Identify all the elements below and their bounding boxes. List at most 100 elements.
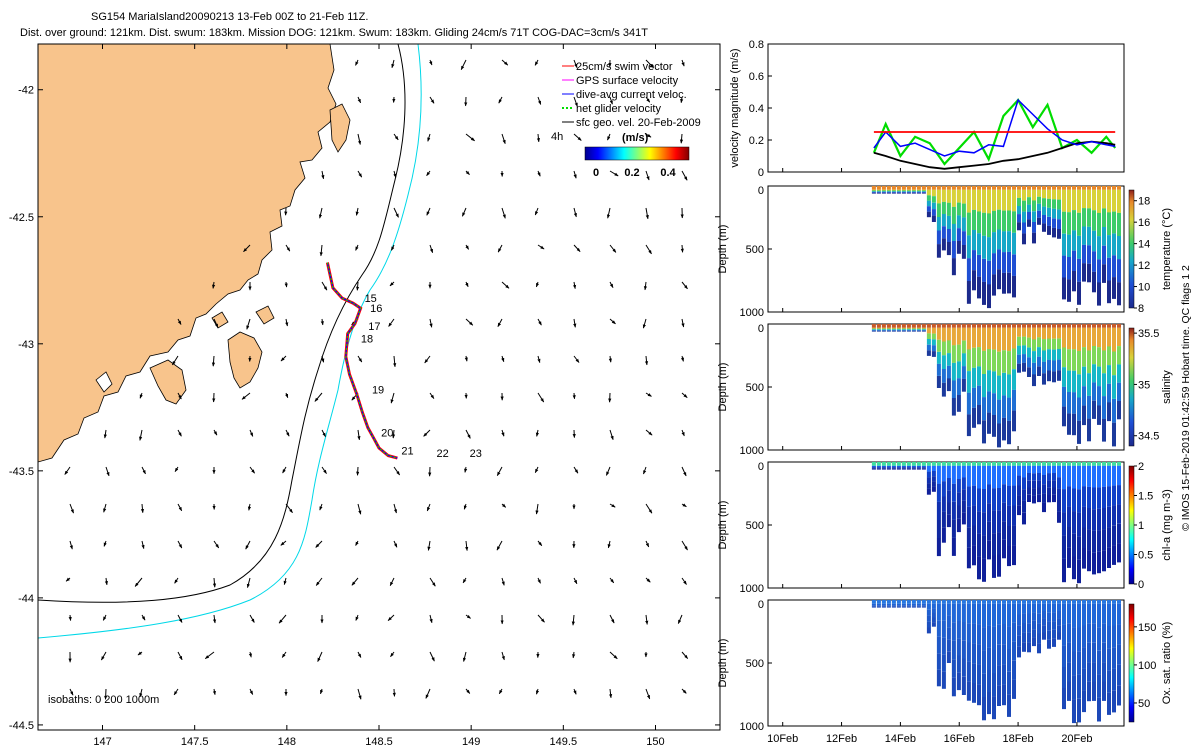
profile-cell <box>1032 189 1036 201</box>
profile-cell <box>1092 662 1096 682</box>
profile-cell <box>961 600 966 604</box>
colorbar-tick-label: 35.5 <box>1138 328 1159 340</box>
profile-cell <box>931 202 936 210</box>
profile-cell <box>1012 275 1016 298</box>
profile-cell <box>931 600 936 604</box>
profile-cell <box>911 324 916 328</box>
profile-cell <box>921 192 926 194</box>
day-marker-label: 21 <box>401 446 413 458</box>
profile-cell <box>931 196 936 203</box>
profile-cell <box>921 327 926 329</box>
profile-cell <box>1062 189 1066 212</box>
profile-cell <box>1032 200 1036 212</box>
profile-cell <box>901 324 906 328</box>
profile-cell <box>1037 217 1041 225</box>
colorbar-tick-label: 50 <box>1138 698 1150 710</box>
profile-cell <box>992 324 996 328</box>
profile-cell <box>901 606 906 608</box>
velocity-arrow <box>645 133 652 138</box>
profile-cell <box>1077 281 1081 305</box>
profile-cell <box>1052 199 1056 209</box>
profile-cell <box>886 606 891 607</box>
profile-cell <box>1042 611 1046 619</box>
profile-cell <box>987 603 991 626</box>
velocity-panel: 00.20.40.60.8 velocity magnitude (m/s) <box>729 39 1125 179</box>
velocity-arrow <box>321 355 325 363</box>
profile-cell <box>1117 401 1121 420</box>
velocity-arrow <box>501 133 506 145</box>
profile-cell <box>886 604 891 606</box>
profile-cell <box>961 203 966 218</box>
profile-cell <box>881 192 886 193</box>
profile-cell <box>881 186 886 190</box>
profile-cell <box>1037 487 1041 495</box>
profile-cell <box>911 330 916 332</box>
velocity-arrow <box>213 318 219 328</box>
profile-cell <box>972 209 976 230</box>
tasmania-land <box>38 44 337 463</box>
profile-cell <box>881 600 886 604</box>
profile-cell <box>1072 533 1076 557</box>
profile-cell <box>951 345 956 363</box>
profile-cell <box>977 644 981 665</box>
profile-cell <box>1097 259 1101 283</box>
profile-cell <box>891 191 896 193</box>
profile-cell <box>1052 638 1056 647</box>
profile-cell <box>1067 462 1071 466</box>
colorbar-tick-label: 2 <box>1138 461 1144 473</box>
profile-cell <box>977 556 981 580</box>
profile-cell <box>1012 505 1016 526</box>
profile-cell <box>941 481 946 497</box>
profile-cell <box>1017 345 1021 355</box>
map-y-axis: -42-42.5-43-43.5-44-44.5 <box>9 85 720 732</box>
profile-cell <box>982 189 986 213</box>
profile-cell <box>1092 681 1096 701</box>
profile-cell <box>1067 527 1071 548</box>
profile-cell <box>916 465 921 467</box>
profile-cell <box>921 328 926 330</box>
profile-cell <box>916 192 921 193</box>
profile-cell <box>1082 208 1086 227</box>
profile-cell <box>886 462 891 466</box>
profile-cell <box>911 606 916 607</box>
profile-cell <box>1047 327 1051 339</box>
velocity-arrow <box>249 466 256 474</box>
profile-cell <box>916 329 921 331</box>
profile-cell <box>1107 257 1111 281</box>
profile-cell <box>1097 600 1101 604</box>
profile-cell <box>921 600 926 604</box>
profile-cell <box>1037 210 1041 218</box>
profile-cell <box>1007 231 1011 252</box>
profile-cell <box>886 467 891 469</box>
profile-cell <box>911 192 916 193</box>
profile-cell <box>1102 508 1106 530</box>
profile-cell <box>931 462 936 466</box>
section-y-tick-label: 0 <box>758 599 764 611</box>
velocity-arrow <box>285 429 290 437</box>
profile-cell <box>946 324 951 328</box>
profile-cell <box>1082 600 1086 604</box>
profile-cell <box>946 353 951 366</box>
velocity-arrow <box>537 318 542 326</box>
profile-cell <box>951 241 956 259</box>
profile-cell <box>997 229 1001 250</box>
profile-cell <box>951 465 956 484</box>
profile-cell <box>1102 324 1106 328</box>
map-x-tick-label: 148 <box>278 736 296 748</box>
profile-cell <box>901 465 906 467</box>
profile-cell <box>1032 324 1036 328</box>
profile-cell <box>982 350 986 374</box>
profile-cell <box>1027 219 1031 227</box>
profile-cell <box>911 604 916 606</box>
profile-cell <box>891 328 896 330</box>
profile-cell <box>886 465 891 467</box>
profile-cell <box>916 466 921 468</box>
profile-cell <box>972 387 976 408</box>
profile-cell <box>916 189 921 191</box>
velocity-arrow <box>681 577 687 585</box>
profile-cell <box>1052 327 1056 339</box>
velocity-arrow <box>537 577 541 584</box>
profile-cell <box>1112 186 1116 190</box>
profile-cell <box>966 547 971 569</box>
glider-track-net <box>326 262 398 459</box>
